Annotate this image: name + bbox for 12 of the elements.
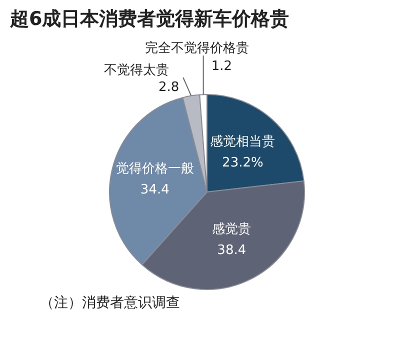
data-label: 23.2%	[222, 155, 264, 170]
slice-label: 不觉得太贵	[104, 62, 170, 78]
data-label: 2.8	[158, 80, 180, 96]
slice-label: 感觉贵	[212, 222, 252, 237]
data-label: 1.2	[211, 58, 232, 74]
slice-label: 觉得价格一般	[116, 162, 194, 177]
data-label: 34.4	[140, 182, 170, 198]
chart-title: 超6成日本消费者觉得新车价格贵	[10, 7, 290, 32]
data-label: 38.4	[217, 243, 246, 258]
text: （注）消费者意识调查	[40, 294, 181, 312]
slice-label: 完全不觉得价格贵	[145, 40, 249, 56]
slice-label: 感觉相当贵	[210, 134, 276, 150]
